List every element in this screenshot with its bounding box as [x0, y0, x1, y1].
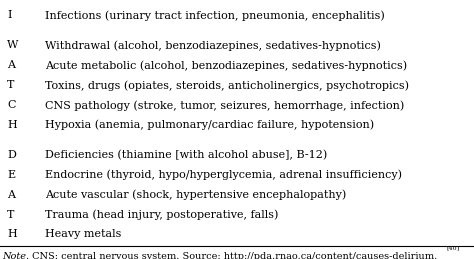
Text: T: T — [7, 210, 15, 220]
Text: H: H — [7, 229, 17, 240]
Text: Withdrawal (alcohol, benzodiazepines, sedatives-hypnotics): Withdrawal (alcohol, benzodiazepines, se… — [45, 40, 381, 51]
Text: A: A — [7, 190, 15, 200]
Text: C: C — [7, 100, 16, 110]
Text: Deficiencies (thiamine [with alcohol abuse], B-12): Deficiencies (thiamine [with alcohol abu… — [45, 150, 327, 160]
Text: I: I — [7, 10, 11, 20]
Text: [40]: [40] — [447, 245, 460, 250]
Text: Acute vascular (shock, hypertensive encephalopathy): Acute vascular (shock, hypertensive ence… — [45, 190, 346, 200]
Text: Heavy metals: Heavy metals — [45, 229, 121, 240]
Text: A: A — [7, 60, 15, 70]
Text: Toxins, drugs (opiates, steroids, anticholinergics, psychotropics): Toxins, drugs (opiates, steroids, antich… — [45, 80, 409, 91]
Text: T: T — [7, 80, 15, 90]
Text: CNS: central nervous system. Source: http://pda.rnao.ca/content/causes-delirium.: CNS: central nervous system. Source: htt… — [29, 251, 438, 259]
Text: Endocrine (thyroid, hypo/hyperglycemia, adrenal insufficiency): Endocrine (thyroid, hypo/hyperglycemia, … — [45, 170, 402, 180]
Text: Note.: Note. — [2, 251, 29, 259]
Text: Infections (urinary tract infection, pneumonia, encephalitis): Infections (urinary tract infection, pne… — [45, 10, 385, 21]
Text: Acute metabolic (alcohol, benzodiazepines, sedatives-hypnotics): Acute metabolic (alcohol, benzodiazepine… — [45, 60, 407, 71]
Text: D: D — [7, 150, 16, 160]
Text: W: W — [7, 40, 18, 50]
Text: CNS pathology (stroke, tumor, seizures, hemorrhage, infection): CNS pathology (stroke, tumor, seizures, … — [45, 100, 404, 111]
Text: Trauma (head injury, postoperative, falls): Trauma (head injury, postoperative, fall… — [45, 210, 278, 220]
Text: Hypoxia (anemia, pulmonary/cardiac failure, hypotension): Hypoxia (anemia, pulmonary/cardiac failu… — [45, 120, 374, 131]
Text: E: E — [7, 170, 15, 180]
Text: H: H — [7, 120, 17, 130]
